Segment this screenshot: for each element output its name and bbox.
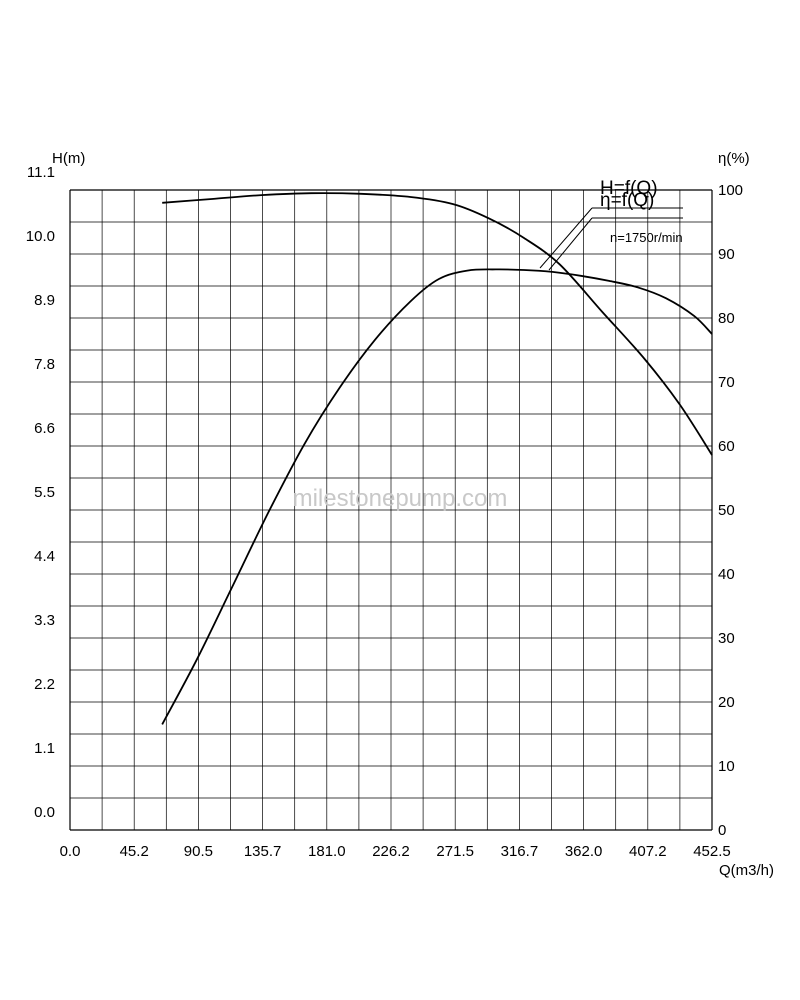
head-curve xyxy=(162,192,713,456)
right-tick-label: 90 xyxy=(718,246,735,263)
x-tick-label: 316.7 xyxy=(501,843,539,860)
x-tick-label: 90.5 xyxy=(184,843,213,860)
x-tick-label: 181.0 xyxy=(308,843,346,860)
right-tick-label: 20 xyxy=(718,694,735,711)
x-axis-title: Q(m3/h) xyxy=(719,862,774,879)
left-tick-label: 4.4 xyxy=(34,548,55,565)
x-tick-label: 362.0 xyxy=(565,843,603,860)
left-tick-label: 7.8 xyxy=(34,356,55,373)
eta-curve-leader xyxy=(548,217,593,271)
axis-ticks: 0.0 45.2 90.5 135.7 181.0 226.2 271.5 316.7 362.… xyxy=(26,164,743,860)
eta-curve-label: η=f(Q) xyxy=(600,190,654,211)
right-axis-title: η(%) xyxy=(718,150,750,167)
right-tick-label: 10 xyxy=(718,758,735,775)
h-curve-label: H=f(Q) xyxy=(600,178,658,199)
series-lines xyxy=(161,192,713,725)
chart-grid xyxy=(69,189,713,831)
x-tick-label: 407.2 xyxy=(629,843,667,860)
x-tick-label: 452.5 xyxy=(693,843,731,860)
efficiency-curve xyxy=(161,268,713,725)
h-curve-leader xyxy=(539,207,593,269)
left-tick-label: 11.1 xyxy=(27,164,55,181)
right-tick-label: 80 xyxy=(718,310,735,327)
x-tick-label: 271.5 xyxy=(436,843,474,860)
left-tick-label: 8.9 xyxy=(34,292,55,309)
x-tick-label: 45.2 xyxy=(120,843,149,860)
left-tick-label: 5.5 xyxy=(34,484,55,501)
left-tick-label: 6.6 xyxy=(34,420,55,437)
right-tick-label: 0 xyxy=(718,822,726,839)
watermark: milestonepump.com xyxy=(293,485,508,512)
right-tick-label: 70 xyxy=(718,374,735,391)
right-tick-label: 100 xyxy=(718,182,743,199)
left-tick-label: 1.1 xyxy=(34,740,55,757)
left-tick-label: 10.0 xyxy=(26,228,55,245)
left-tick-label: 0.0 xyxy=(34,804,55,821)
right-tick-label: 60 xyxy=(718,438,735,455)
right-tick-label: 50 xyxy=(718,502,735,519)
right-tick-label: 30 xyxy=(718,630,735,647)
x-tick-label: 135.7 xyxy=(244,843,282,860)
right-tick-label: 40 xyxy=(718,566,735,583)
x-tick-label: 0.0 xyxy=(60,843,81,860)
left-tick-label: 2.2 xyxy=(34,676,55,693)
speed-annotation: n=1750r/min xyxy=(610,230,683,245)
x-tick-label: 226.2 xyxy=(372,843,410,860)
left-tick-label: 3.3 xyxy=(34,612,55,629)
left-axis-title: H(m) xyxy=(52,150,85,167)
